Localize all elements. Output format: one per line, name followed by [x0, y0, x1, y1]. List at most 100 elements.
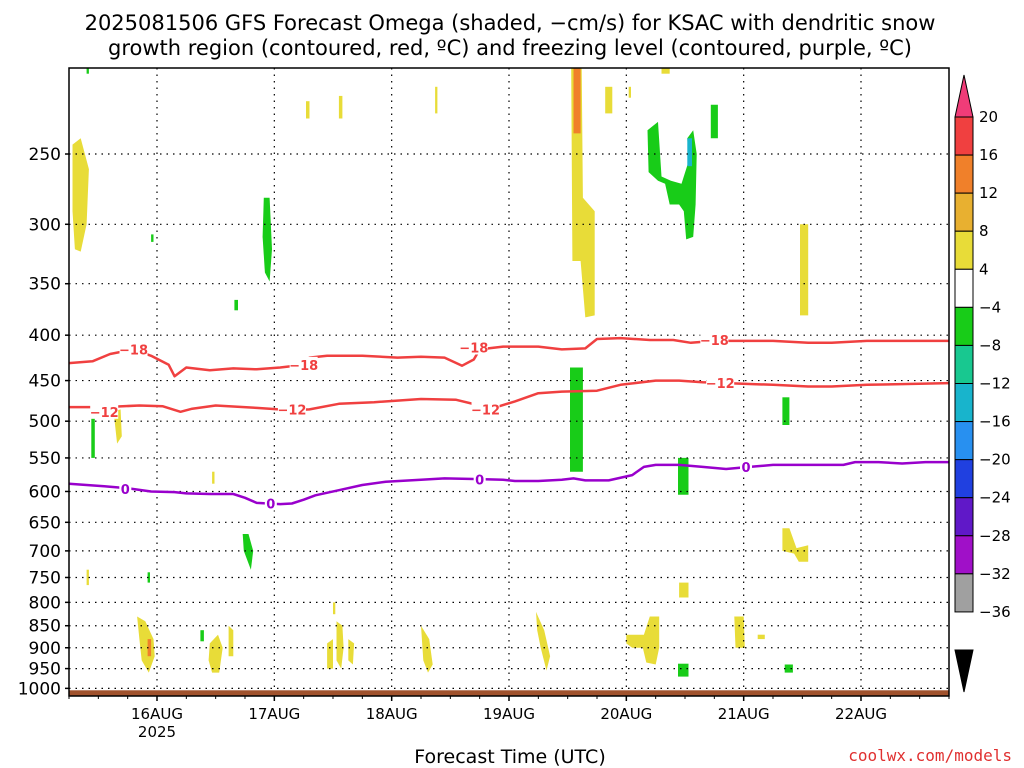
x-axis-title: Forecast Time (UTC) [414, 746, 605, 768]
omega-patch [200, 630, 204, 642]
colorbar-cell [954, 383, 974, 423]
y-tick-label: 900 [29, 639, 61, 659]
contour-line [68, 460, 949, 506]
omega-patch [234, 299, 238, 311]
omega-patch [678, 663, 689, 677]
contour-label-bg [473, 471, 486, 487]
colorbar-label: −24 [979, 489, 1011, 507]
colorbar-label: −28 [979, 527, 1011, 545]
omega-patch [151, 234, 154, 242]
colorbar-label: 20 [979, 108, 998, 126]
contour-label-bg [119, 341, 148, 357]
omega-patch [570, 367, 583, 472]
colorbar-label: −12 [979, 375, 1011, 393]
contour-label: −18 [459, 342, 488, 357]
omega-patch [536, 611, 551, 671]
omega-patch [573, 68, 581, 134]
contour-label-bg [277, 401, 306, 417]
colorbar-label: −36 [979, 603, 1011, 621]
colorbar-cell [954, 192, 974, 232]
contour-label-bg [289, 356, 318, 372]
x-axis-year-label: 2025 [138, 723, 176, 741]
contour-label: 0 [121, 483, 130, 498]
omega-patch [306, 101, 310, 119]
omega-patch [72, 138, 89, 252]
colorbar-cell [954, 421, 974, 461]
contour-label: −12 [90, 406, 119, 421]
y-tick-label: 450 [29, 372, 61, 392]
omega-patch [710, 104, 718, 139]
colorbar-cell [954, 344, 974, 384]
omega-patch [147, 639, 152, 657]
y-tick-label: 750 [29, 568, 61, 588]
omega-patch [327, 639, 333, 669]
omega-patch [734, 616, 745, 648]
y-axis: 2503003504004505005506006507007508008509… [18, 145, 69, 699]
omega-patch [687, 138, 692, 167]
colorbar-cell [954, 573, 974, 613]
colorbar-cell [954, 116, 974, 156]
y-tick-label: 650 [29, 513, 61, 533]
colorbar-cell [954, 535, 974, 575]
omega-patch [86, 569, 89, 586]
grid-lines [69, 68, 949, 696]
omega-patch [348, 639, 355, 665]
omega-patch [333, 602, 336, 615]
colorbar-label: 4 [979, 260, 989, 278]
omega-patch [626, 616, 660, 665]
contour-label-bg [90, 403, 119, 419]
x-tick-label: 20AUG [600, 705, 652, 723]
omega-patch [242, 534, 254, 570]
y-tick-label: 350 [29, 275, 61, 295]
y-tick-label: 1000 [18, 679, 61, 699]
colorbar-cell [954, 268, 974, 308]
omega-patch [679, 582, 689, 598]
contour-label-bg [706, 375, 735, 391]
contour-label: 0 [741, 461, 750, 476]
y-tick-label: 400 [29, 326, 61, 346]
omega-patch [262, 197, 272, 282]
x-tick-label: 19AUG [483, 705, 535, 723]
credit-text: coolwx.com/models [848, 746, 1012, 765]
omega-patch [212, 471, 215, 484]
colorbar-label: −4 [979, 298, 1001, 316]
colorbar-label: 8 [979, 222, 989, 240]
colorbar-label: −16 [979, 413, 1011, 431]
colorbar-label: −32 [979, 565, 1011, 583]
colorbar-cell [954, 230, 974, 270]
omega-patch [782, 528, 809, 562]
x-tick-label: 18AUG [366, 705, 418, 723]
contour-label-bg [700, 331, 729, 347]
contour-label-bg [740, 458, 753, 474]
contour-label-bg [119, 480, 132, 496]
contour-label: 0 [475, 474, 484, 489]
y-tick-label: 850 [29, 617, 61, 637]
y-tick-label: 250 [29, 145, 61, 165]
colorbar-bottom-arrow [954, 649, 974, 693]
omega-patch [338, 95, 343, 119]
x-tick-label: 17AUG [248, 705, 300, 723]
contour-label: −12 [471, 403, 500, 418]
omega-patch [647, 121, 697, 240]
y-tick-label: 500 [29, 412, 61, 432]
omega-patch [605, 86, 613, 114]
colorbar: 20 16 12 8 4 −4 −8 −12 −16 −20 −24 −28 −32 −36 [954, 74, 1011, 693]
omega-patch [782, 397, 790, 425]
colorbar-cell [954, 459, 974, 499]
omega-patch [137, 616, 155, 673]
colorbar-label: −20 [979, 451, 1011, 469]
omega-patch [86, 68, 89, 74]
y-tick-label: 800 [29, 593, 61, 613]
colorbar-top-arrow [954, 74, 974, 118]
omega-patch [678, 457, 689, 495]
omega-patch [421, 625, 433, 673]
omega-patch [784, 664, 793, 673]
colorbar-label: 16 [979, 146, 998, 164]
y-tick-label: 950 [29, 660, 61, 680]
contour-label-bg [264, 495, 277, 511]
colorbar-label: 12 [979, 184, 998, 202]
y-tick-label: 700 [29, 542, 61, 562]
omega-patch [91, 417, 95, 458]
contour-label: −12 [277, 403, 306, 418]
